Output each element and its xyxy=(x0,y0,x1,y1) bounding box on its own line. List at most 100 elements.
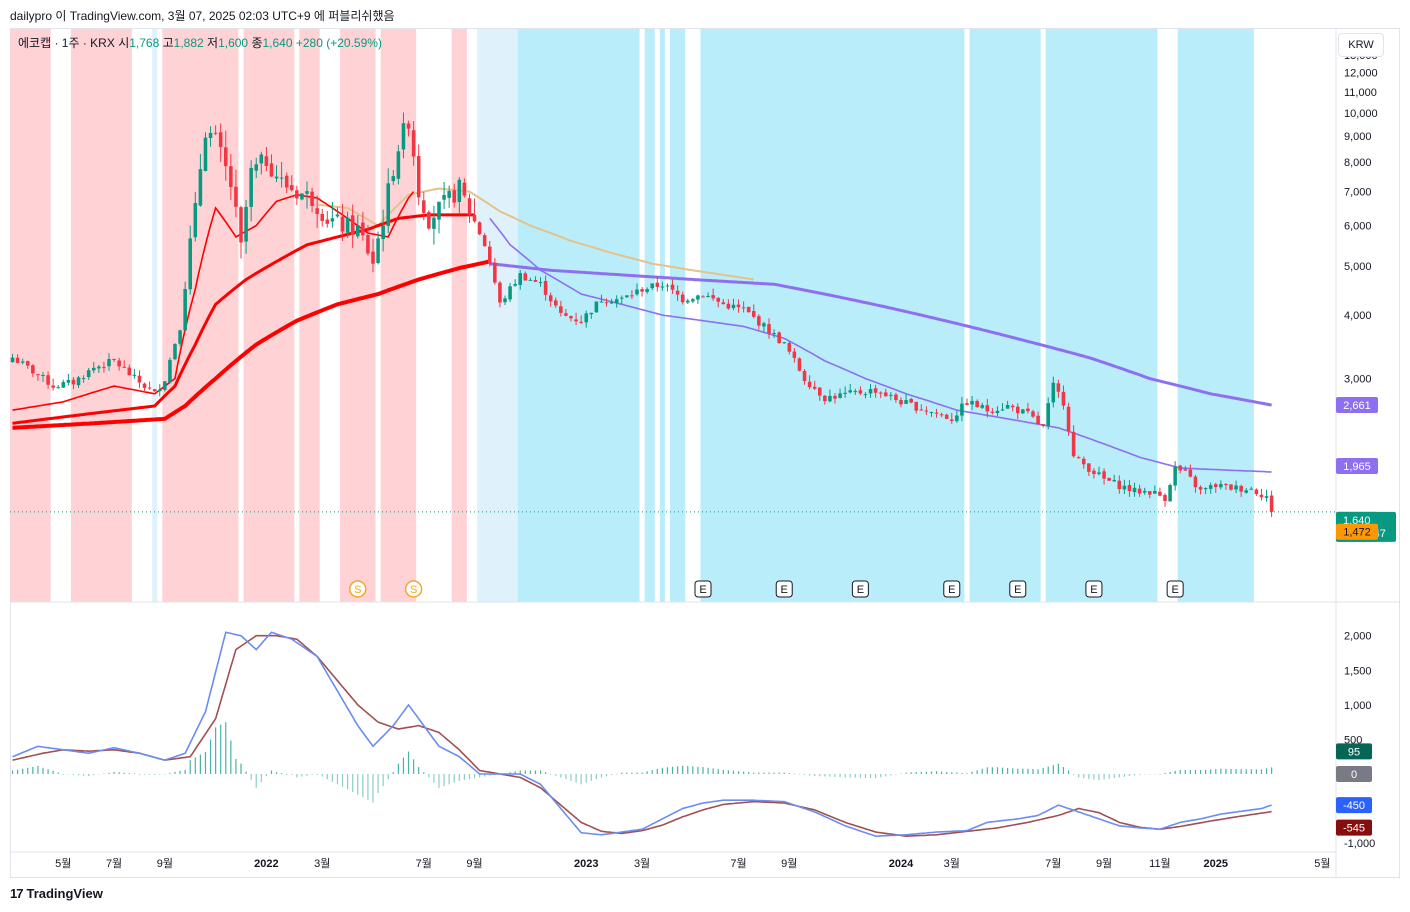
macd-histogram-bar xyxy=(783,772,785,774)
candle-body xyxy=(188,238,193,290)
ma-line-purple-slow xyxy=(489,262,1272,407)
earnings-marker-label: E xyxy=(948,584,955,596)
candle-body xyxy=(244,206,248,242)
candle xyxy=(985,398,990,418)
earnings-marker[interactable]: E xyxy=(1166,580,1184,598)
time-axis-tick: 2023 xyxy=(574,858,598,870)
macd-histogram-bar xyxy=(93,773,95,776)
time-axis-tick: 7월 xyxy=(106,857,122,870)
legend-symbol: 에코캡 · 1주 · KRX xyxy=(18,36,115,50)
candle-body xyxy=(828,395,832,402)
price-axis-tick: 12,000 xyxy=(1344,68,1378,80)
candle-body xyxy=(1158,491,1162,496)
candle-body xyxy=(1264,496,1269,498)
time-axis-tick: 9월 xyxy=(466,857,482,870)
ma-line-red-fast xyxy=(12,191,415,411)
candle-body xyxy=(269,163,274,177)
background-zone-red xyxy=(340,29,376,602)
candle-body xyxy=(772,332,776,334)
macd-histogram-bar xyxy=(727,770,729,774)
macd-histogram-bar xyxy=(72,773,75,775)
candle xyxy=(1127,479,1132,497)
candle xyxy=(731,298,736,311)
earnings-marker[interactable]: E xyxy=(694,580,712,598)
macd-histogram-bar xyxy=(347,773,349,790)
price-badge: 1,472 xyxy=(1336,523,1378,540)
earnings-marker[interactable]: E xyxy=(943,580,961,598)
earnings-marker[interactable]: E xyxy=(1009,580,1027,598)
candle xyxy=(630,290,634,300)
candle-body xyxy=(1168,485,1172,502)
macd-histogram-bar xyxy=(885,773,887,777)
candle-body xyxy=(944,414,949,419)
earnings-marker[interactable]: E xyxy=(851,580,869,598)
candle-body xyxy=(1051,382,1056,403)
candle-body xyxy=(71,379,76,385)
candle xyxy=(396,145,401,185)
candle xyxy=(462,178,467,198)
macd-histogram-bar xyxy=(1205,769,1207,774)
macd-histogram-bar xyxy=(1144,773,1146,775)
candle-body xyxy=(523,273,528,281)
dividend-marker[interactable]: S xyxy=(349,580,367,598)
candle xyxy=(1203,487,1208,494)
macd-histogram-bar xyxy=(550,773,552,775)
macd-histogram-bar xyxy=(748,772,750,774)
candle-body xyxy=(960,403,964,416)
candle-body xyxy=(1087,463,1091,472)
macd-histogram-bar xyxy=(976,770,978,774)
candle-body xyxy=(701,296,705,298)
macd-histogram-bar xyxy=(935,771,938,774)
candle xyxy=(1229,484,1233,491)
candle-body xyxy=(574,319,578,322)
background-zone-blue xyxy=(517,29,640,602)
macd-histogram-bar xyxy=(849,773,851,778)
candle-body xyxy=(853,391,858,393)
macd-histogram-bar xyxy=(397,763,399,774)
candle xyxy=(61,379,66,389)
candle-body xyxy=(579,321,583,323)
candle xyxy=(1021,408,1025,414)
macd-histogram-bar xyxy=(519,770,521,774)
earnings-marker-label: E xyxy=(1090,584,1097,596)
candle-body xyxy=(1021,409,1025,414)
candle-body xyxy=(746,306,751,313)
macd-histogram-bar xyxy=(1215,769,1217,774)
macd-histogram-bar xyxy=(387,773,389,780)
price-badge-value: 1,472 xyxy=(1343,527,1371,539)
earnings-marker[interactable]: E xyxy=(775,580,793,598)
earnings-marker-label: E xyxy=(857,584,864,596)
dividend-marker[interactable]: S xyxy=(404,580,423,598)
candle-body xyxy=(970,400,974,405)
candle xyxy=(919,404,924,411)
candle xyxy=(843,386,847,398)
candle xyxy=(310,187,314,213)
candle xyxy=(823,394,827,405)
macd-histogram-bar xyxy=(1067,770,1070,774)
macd-histogram-bar xyxy=(834,773,836,777)
macd-histogram-bar xyxy=(1220,768,1222,774)
candle xyxy=(421,191,426,221)
candle-body xyxy=(274,176,279,179)
macd-histogram-bar xyxy=(1174,770,1176,774)
publish-attribution: dailypro 이 TradingView.com, 3월 07, 2025 … xyxy=(10,9,395,23)
macd-histogram-bar xyxy=(133,773,135,775)
earnings-marker[interactable]: E xyxy=(1085,580,1103,598)
candle xyxy=(787,340,792,355)
macd-histogram-bar xyxy=(900,773,902,775)
macd-histogram-bar xyxy=(88,773,90,777)
candle xyxy=(533,276,538,283)
tradingview-logo[interactable]: 17 TradingView xyxy=(10,886,103,901)
macd-histogram-bar xyxy=(1118,773,1120,778)
macd-histogram-bar xyxy=(682,765,684,774)
candle xyxy=(589,312,594,319)
candle xyxy=(726,299,731,310)
candle xyxy=(569,315,573,322)
candle-body xyxy=(614,299,619,304)
candle xyxy=(259,151,264,175)
candle-body xyxy=(553,300,558,306)
currency-button[interactable]: KRW xyxy=(1338,33,1384,57)
candle-body xyxy=(797,358,802,371)
time-axis-tick: 9월 xyxy=(157,857,173,870)
